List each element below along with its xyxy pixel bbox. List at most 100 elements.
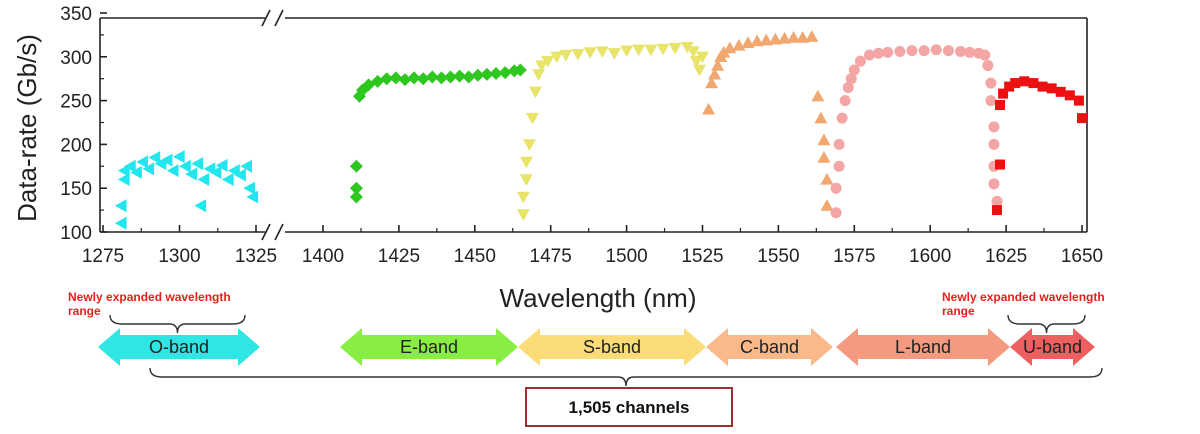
data-point xyxy=(243,181,256,195)
data-point xyxy=(498,66,512,80)
data-point xyxy=(817,151,831,163)
data-point xyxy=(787,31,801,43)
x-tick-label: 1575 xyxy=(833,246,875,267)
data-point xyxy=(711,59,725,71)
data-point xyxy=(516,191,530,204)
data-point xyxy=(513,63,527,77)
data-point xyxy=(197,172,210,186)
data-point xyxy=(979,49,991,61)
data-point xyxy=(130,165,142,179)
channels-box xyxy=(525,387,733,427)
data-point xyxy=(444,70,458,84)
data-point xyxy=(416,72,430,86)
data-point xyxy=(817,133,831,146)
data-point xyxy=(1073,95,1084,106)
data-point xyxy=(1077,113,1087,124)
data-point xyxy=(1046,83,1057,94)
data-point xyxy=(114,216,127,230)
data-point xyxy=(833,138,845,150)
axis-break-mark xyxy=(261,9,271,27)
data-point xyxy=(240,159,253,173)
x-axis-title: Wavelength (nm) xyxy=(500,283,697,313)
data-point xyxy=(995,99,1006,110)
data-point xyxy=(246,190,259,204)
data-point xyxy=(489,66,503,80)
data-point xyxy=(535,60,549,73)
data-point xyxy=(191,157,204,171)
data-point xyxy=(988,121,1000,133)
data-point xyxy=(777,31,791,44)
data-point xyxy=(407,71,421,85)
data-point xyxy=(796,31,810,43)
data-point xyxy=(741,36,755,48)
x-tick-label: 1650 xyxy=(1061,246,1103,267)
data-point xyxy=(571,48,585,61)
data-point xyxy=(656,43,670,56)
data-point xyxy=(830,207,842,219)
data-point xyxy=(380,72,394,86)
y-tick-label: 200 xyxy=(60,135,92,156)
data-point xyxy=(644,44,658,57)
axes: 100 150 200 250 300 350 1275 1300 1325 1400 1425 14… xyxy=(60,4,1103,267)
band-arrows: O-band E-band S-band C-band L-band U-band Newl… xyxy=(68,290,1105,427)
y-tick-label: 150 xyxy=(60,179,92,200)
data-point xyxy=(668,42,682,55)
x-tick-label: 1425 xyxy=(378,246,420,267)
total-brace xyxy=(149,367,1103,387)
band-label: O-band xyxy=(149,337,209,357)
annotation-text: range xyxy=(68,304,101,318)
data-points xyxy=(114,30,1087,230)
data-point xyxy=(955,46,967,58)
data-point xyxy=(692,64,706,77)
band-arrow xyxy=(340,328,518,366)
x-tick-label: 1450 xyxy=(454,246,496,267)
data-point xyxy=(942,45,954,57)
band-label: S-band xyxy=(583,337,641,357)
data-point xyxy=(759,33,773,46)
data-point xyxy=(173,150,185,164)
data-point xyxy=(985,95,997,107)
band-label: L-band xyxy=(895,337,951,357)
data-point xyxy=(820,199,834,211)
data-point xyxy=(833,160,845,172)
data-point xyxy=(209,165,222,179)
data-point xyxy=(906,45,918,57)
y-tick-label: 100 xyxy=(60,223,92,244)
u-band-brace xyxy=(1007,314,1086,334)
data-point xyxy=(434,71,448,85)
data-point xyxy=(995,159,1006,170)
band-arrow xyxy=(98,328,260,366)
data-point xyxy=(991,195,1003,207)
band-label: U-band xyxy=(1023,337,1082,357)
data-point xyxy=(918,45,930,57)
data-point xyxy=(550,51,564,64)
data-point xyxy=(820,172,834,185)
channels-label: 1,505 channels xyxy=(569,398,690,417)
y-axis-title: Data-rate (Gb/s) xyxy=(12,34,42,222)
data-point xyxy=(607,48,621,60)
data-point xyxy=(525,112,539,125)
data-point xyxy=(991,205,1002,216)
data-point xyxy=(453,69,467,83)
data-point xyxy=(750,34,764,47)
band-arrow xyxy=(518,328,706,366)
data-point xyxy=(845,73,857,85)
data-point xyxy=(964,46,976,58)
data-point xyxy=(541,55,555,68)
data-point xyxy=(982,60,994,72)
data-point xyxy=(194,199,207,213)
annotation-text: Newly expanded wavelength xyxy=(942,290,1105,304)
data-point xyxy=(398,73,412,87)
data-point xyxy=(519,156,533,169)
data-point xyxy=(863,49,875,61)
data-point xyxy=(632,44,646,57)
data-point xyxy=(882,46,894,58)
data-point xyxy=(998,88,1009,99)
x-tick-label: 1325 xyxy=(235,246,277,267)
data-point xyxy=(462,70,476,84)
data-point xyxy=(814,111,828,124)
data-point xyxy=(811,89,825,102)
data-point xyxy=(708,67,722,80)
data-point xyxy=(148,151,161,165)
band-arrow xyxy=(1010,328,1095,366)
